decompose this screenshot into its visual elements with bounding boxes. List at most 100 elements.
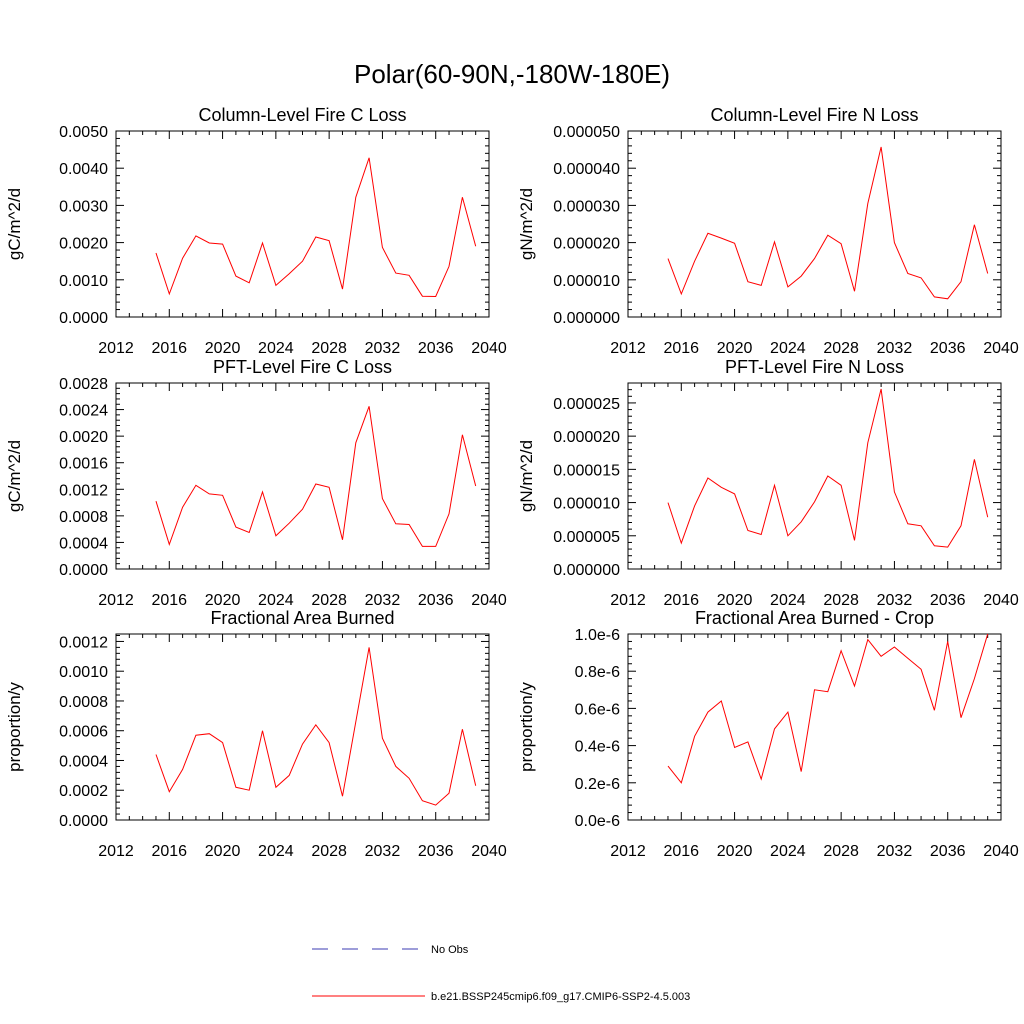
x-tick-label: 2028 (311, 340, 347, 357)
panel-title: PFT-Level Fire N Loss (725, 357, 904, 377)
series-line (667, 388, 989, 548)
legend-model-label: b.e21.BSSP245cmip6.f09_g17.CMIP6-SSP2-4.… (431, 991, 690, 1003)
y-tick-label: 0.0012 (59, 634, 108, 651)
x-tick-label: 2016 (663, 340, 699, 357)
y-tick-label: 0.0008 (59, 694, 108, 711)
x-tick-label: 2020 (205, 592, 241, 609)
x-tick-label: 2024 (258, 340, 294, 357)
x-tick-label: 2036 (930, 843, 966, 860)
x-tick-label: 2016 (663, 592, 699, 609)
x-tick-label: 2036 (418, 843, 454, 860)
y-tick-label: 0.0004 (59, 753, 108, 770)
x-tick-label: 2032 (365, 592, 401, 609)
y-tick-label: 0.0020 (59, 429, 108, 446)
y-tick-label: 0.0000 (59, 310, 108, 327)
y-tick-label: 0.0002 (59, 783, 108, 800)
y-axis-label: gC/m^2/d (5, 188, 24, 260)
x-tick-label: 2036 (930, 340, 966, 357)
panel-1: Column-Level Fire C Loss gC/m^2/d 2012 2016… (5, 105, 507, 357)
y-tick-label: 0.000020 (553, 236, 620, 253)
plot-frame (627, 130, 1002, 318)
y-tick-label: 0.000000 (553, 562, 620, 579)
y-tick-label: 0.000050 (553, 124, 620, 141)
x-tick-label: 2016 (663, 843, 699, 860)
y-axis-label: proportion/y (517, 682, 536, 772)
y-tick-label: 0.000010 (553, 496, 620, 513)
y-tick-label: 0.0000 (59, 562, 108, 579)
x-tick-label: 2040 (983, 592, 1019, 609)
y-tick-label: 0.000030 (553, 198, 620, 215)
x-tick-label: 2032 (877, 592, 913, 609)
y-axis-label: gN/m^2/d (517, 188, 536, 260)
x-tick-label: 2024 (258, 592, 294, 609)
x-tick-label: 2020 (717, 592, 753, 609)
x-tick-label: 2020 (205, 843, 241, 860)
y-tick-label: 0.0008 (59, 509, 108, 526)
x-tick-label: 2012 (98, 340, 134, 357)
y-tick-label: 0.0050 (59, 124, 108, 141)
x-tick-label: 2024 (770, 592, 806, 609)
panel-title: Column-Level Fire N Loss (710, 105, 918, 125)
x-tick-label: 2012 (98, 843, 134, 860)
y-tick-label: 0.0020 (59, 236, 108, 253)
x-tick-label: 2028 (311, 592, 347, 609)
y-tick-label: 0.000040 (553, 161, 620, 178)
y-tick-label: 0.000015 (553, 462, 620, 479)
y-tick-label: 0.000025 (553, 396, 620, 413)
y-tick-label: 0.8e-6 (575, 664, 620, 681)
figure-title: Polar(60-90N,-180W-180E) (354, 59, 670, 89)
y-tick-label: 0.0016 (59, 456, 108, 473)
y-tick-label: 0.0010 (59, 664, 108, 681)
y-tick-label: 0.0030 (59, 198, 108, 215)
x-tick-label: 2024 (258, 843, 294, 860)
x-tick-label: 2020 (205, 340, 241, 357)
panels: Column-Level Fire C Loss gC/m^2/d 2012 2016… (5, 105, 1019, 860)
y-tick-label: 0.000020 (553, 429, 620, 446)
x-tick-label: 2028 (311, 843, 347, 860)
x-tick-label: 2036 (418, 592, 454, 609)
series-line (667, 633, 989, 784)
panel-title: Fractional Area Burned - Crop (695, 608, 934, 628)
y-tick-label: 0.2e-6 (575, 776, 620, 793)
x-tick-label: 2032 (365, 843, 401, 860)
x-tick-label: 2032 (365, 340, 401, 357)
x-tick-label: 2036 (418, 340, 454, 357)
y-tick-label: 0.0012 (59, 482, 108, 499)
series-line (155, 647, 477, 806)
legend: No Obs b.e21.BSSP245cmip6.f09_g17.CMIP6-… (312, 944, 690, 1003)
y-axis-label: gC/m^2/d (5, 440, 24, 512)
panel-title: Column-Level Fire C Loss (198, 105, 406, 125)
y-tick-label: 0.000000 (553, 310, 620, 327)
panel-3: PFT-Level Fire C Loss gC/m^2/d 2012 2016 202… (5, 357, 507, 609)
y-tick-label: 0.0028 (59, 376, 108, 393)
plot-frame (115, 130, 490, 318)
series-line (155, 406, 477, 547)
y-tick-label: 0.0004 (59, 535, 108, 552)
y-axis-label: gN/m^2/d (517, 440, 536, 512)
plot-frame (627, 382, 1002, 570)
x-tick-label: 2012 (98, 592, 134, 609)
x-tick-label: 2012 (610, 592, 646, 609)
panel-title: Fractional Area Burned (210, 608, 394, 628)
y-tick-label: 0.0e-6 (575, 813, 620, 830)
plot-frame (627, 633, 1002, 821)
series-line (667, 146, 989, 300)
y-tick-label: 0.0010 (59, 273, 108, 290)
x-tick-label: 2024 (770, 340, 806, 357)
y-tick-label: 0.6e-6 (575, 701, 620, 718)
y-tick-label: 1.0e-6 (575, 627, 620, 644)
y-tick-label: 0.0006 (59, 724, 108, 741)
x-tick-label: 2040 (471, 340, 507, 357)
x-tick-label: 2040 (983, 340, 1019, 357)
x-tick-label: 2032 (877, 843, 913, 860)
x-tick-label: 2028 (823, 340, 859, 357)
panel-title: PFT-Level Fire C Loss (213, 357, 392, 377)
x-tick-label: 2012 (610, 340, 646, 357)
plot-frame (115, 633, 490, 821)
x-tick-label: 2016 (151, 340, 187, 357)
y-tick-label: 0.000010 (553, 273, 620, 290)
y-tick-label: 0.0040 (59, 161, 108, 178)
x-tick-label: 2028 (823, 843, 859, 860)
x-tick-label: 2024 (770, 843, 806, 860)
